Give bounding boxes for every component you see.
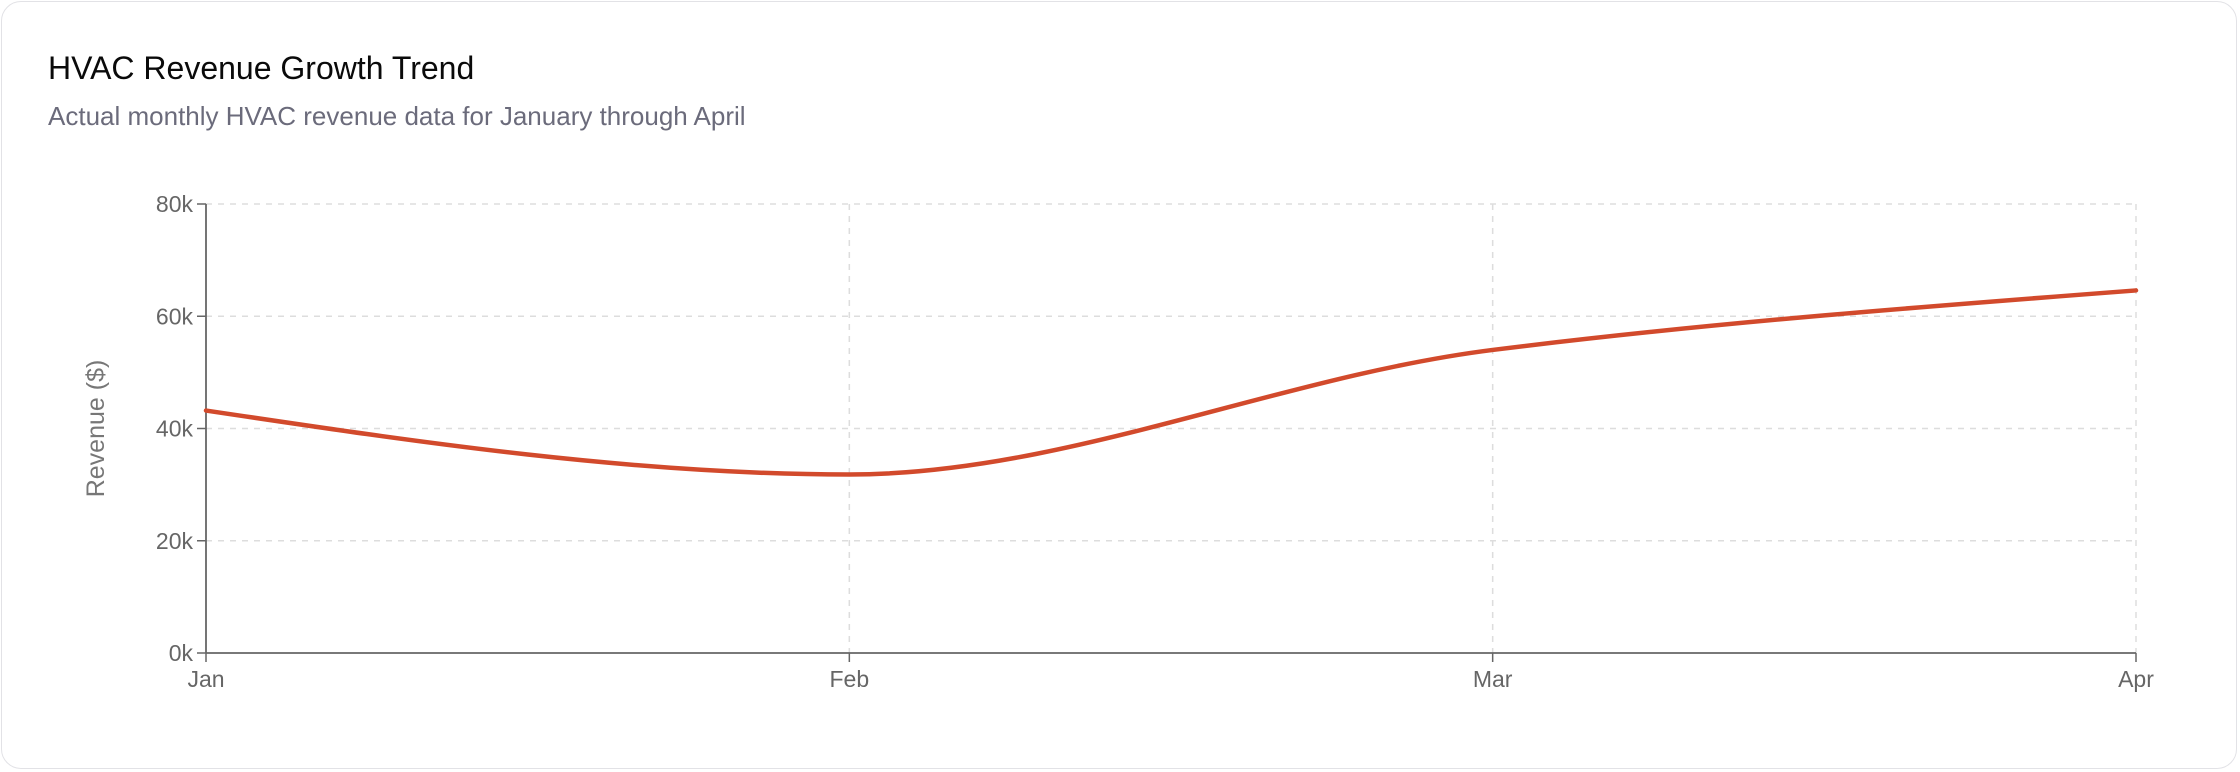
chart-title: HVAC Revenue Growth Trend (48, 50, 475, 86)
y-tick-label: 80k (156, 191, 194, 217)
y-tick-label: 60k (156, 303, 194, 329)
series-line (203, 288, 2139, 477)
x-tick-label: Jan (187, 666, 224, 692)
x-tick-label: Apr (2118, 666, 2154, 692)
y-tick-label: 40k (156, 416, 194, 442)
x-tick-label: Mar (1473, 666, 1513, 692)
x-tick-label: Feb (830, 666, 870, 692)
y-tick-label: 20k (156, 528, 194, 554)
chart-subtitle: Actual monthly HVAC revenue data for Jan… (48, 101, 746, 131)
y-tick-label: 0k (169, 640, 194, 666)
y-axis-label: Revenue ($) (82, 360, 110, 498)
